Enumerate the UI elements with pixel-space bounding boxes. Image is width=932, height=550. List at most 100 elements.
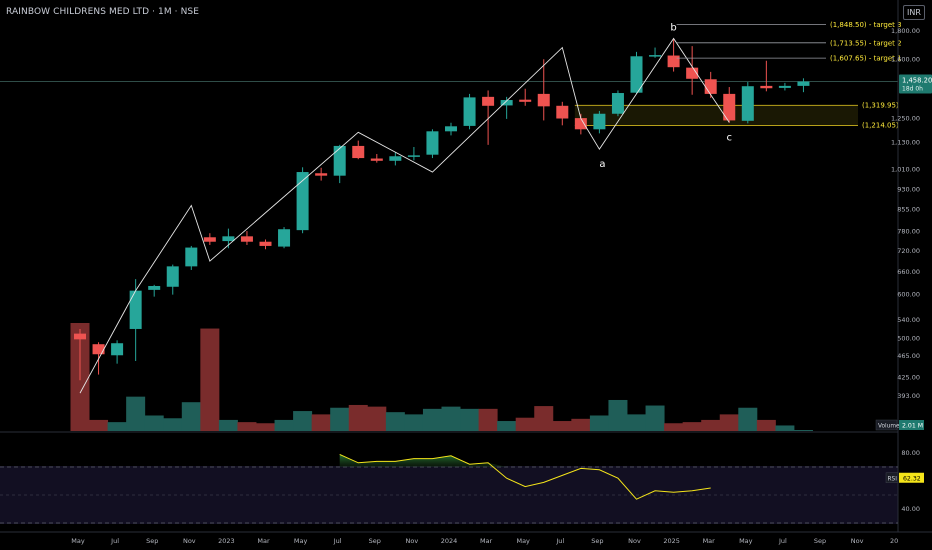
candle-body[interactable]: [370, 158, 383, 161]
price-tick-label: 393.00: [897, 392, 920, 400]
wave-label-c: c: [727, 132, 733, 143]
candle-body[interactable]: [296, 172, 309, 231]
candle-body[interactable]: [240, 236, 253, 242]
candle-body[interactable]: [74, 333, 86, 340]
volume-bar: [627, 414, 646, 431]
candle-body[interactable]: [185, 247, 198, 267]
wave-line: [79, 37, 730, 394]
time-tick-label: Mar: [703, 537, 716, 545]
price-tick-label: 660.00: [897, 268, 920, 276]
time-tick-label: Sep: [369, 537, 381, 545]
time-tick-label: 2024: [441, 537, 458, 545]
volume-bar: [571, 418, 591, 431]
candle-body[interactable]: [148, 285, 161, 290]
time-tick-label: Sep: [146, 537, 158, 545]
candle-body[interactable]: [649, 55, 662, 57]
candle-body[interactable]: [166, 266, 179, 287]
candle-body[interactable]: [667, 55, 680, 68]
candle-body[interactable]: [630, 56, 643, 93]
rsi-pane-bg: [0, 466, 898, 524]
candle-body[interactable]: [111, 343, 124, 356]
volume-bar: [793, 430, 813, 431]
zone-lower-label: (1,214.05): [862, 122, 899, 130]
volume-bar: [682, 422, 702, 431]
price-tick-label: 720.00: [897, 247, 920, 255]
candle-body[interactable]: [519, 99, 532, 102]
price-tick-label: 540.00: [897, 316, 920, 324]
price-tick-label: 855.00: [897, 206, 920, 214]
volume-bar: [645, 405, 665, 431]
volume-value-box: [899, 420, 924, 430]
currency-button[interactable]: INR: [903, 5, 925, 20]
price-tick-label: 1,600.00: [891, 55, 920, 63]
time-tick-label: Nov: [406, 537, 419, 545]
candle-body[interactable]: [445, 126, 457, 132]
volume-bar: [441, 406, 461, 431]
volume-bar: [256, 423, 275, 431]
time-tick-label: Jul: [333, 537, 342, 545]
candle-body[interactable]: [741, 86, 754, 121]
volume-bar: [775, 425, 795, 431]
target-label: (1,607.65) - target 1: [830, 55, 902, 63]
rsi-line: [339, 453, 711, 500]
candle-body[interactable]: [593, 113, 606, 130]
candle-body[interactable]: [203, 237, 216, 242]
candle-body[interactable]: [611, 93, 624, 114]
rsi-value-box: [899, 472, 924, 483]
candle-body[interactable]: [556, 105, 569, 119]
candle-body[interactable]: [500, 100, 513, 106]
candle-body[interactable]: [278, 229, 291, 247]
bar-countdown: 18d 0h: [902, 86, 923, 93]
candle-body[interactable]: [482, 96, 495, 106]
volume-bar: [126, 396, 146, 431]
volume-bar: [460, 408, 480, 431]
candle-body[interactable]: [686, 67, 699, 79]
candle-body[interactable]: [574, 118, 587, 130]
time-tick-label: Nov: [183, 537, 196, 545]
candle-body[interactable]: [92, 344, 105, 355]
candle-body[interactable]: [352, 145, 365, 159]
volume-value: 2.01 M: [902, 423, 923, 430]
volume-bar: [274, 419, 294, 431]
rsi-name: RSI: [888, 476, 898, 482]
volume-name: Volume: [878, 424, 900, 430]
candle-body[interactable]: [760, 85, 773, 89]
volume-bar: [163, 418, 183, 431]
price-tick-label: 1,010.00: [891, 166, 920, 174]
candle-body[interactable]: [129, 290, 142, 329]
candle-body[interactable]: [463, 97, 476, 126]
candle-body[interactable]: [426, 131, 439, 155]
volume-bar: [552, 421, 572, 431]
volume-bar: [422, 408, 442, 431]
price-tick-label: 500.00: [897, 334, 920, 342]
volume-bar: [367, 406, 387, 431]
target-label: (1,848.50) - target 3: [830, 21, 902, 29]
volume-bar: [664, 423, 684, 431]
candle-body[interactable]: [537, 93, 550, 107]
candle-body[interactable]: [778, 85, 791, 88]
volume-bar: [608, 399, 628, 431]
time-tick-label: Jul: [778, 537, 787, 545]
volume-bar: [237, 422, 257, 431]
candle-body[interactable]: [704, 79, 717, 94]
candle-body[interactable]: [259, 241, 272, 246]
candle-body[interactable]: [389, 156, 402, 161]
price-tick-label: 1,250.00: [891, 115, 920, 123]
candle-body[interactable]: [315, 173, 328, 176]
candle-body[interactable]: [222, 236, 235, 242]
candle-body[interactable]: [333, 145, 346, 176]
last-price-badge: [899, 74, 932, 94]
volume-bar: [330, 407, 350, 431]
candle-body[interactable]: [797, 81, 810, 86]
zone-upper-label: (1,319.95): [862, 101, 899, 109]
rsi-overbought-fill: [339, 454, 711, 467]
price-tick-label: 425.00: [897, 373, 920, 381]
volume-bar: [218, 419, 238, 431]
chart-title: RAINBOW CHILDRENS MED LTD · 1M · NSE: [6, 7, 200, 17]
candle-body[interactable]: [407, 155, 420, 157]
candle-body[interactable]: [723, 93, 736, 121]
volume-bar: [404, 414, 424, 431]
volume-bar: [293, 411, 313, 431]
price-tick-label: 465.00: [897, 352, 920, 360]
